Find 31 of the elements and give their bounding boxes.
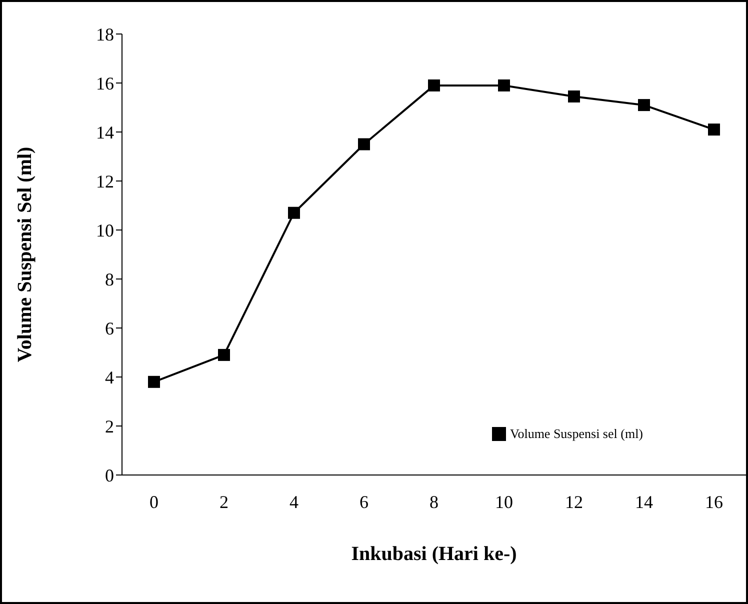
point [638,99,650,112]
y-tick-label: 4 [105,367,114,388]
x-tick-label: 12 [565,492,583,512]
x-tick-label: 8 [430,492,438,512]
legend-label: Volume Suspensi sel (ml) [510,426,644,441]
y-tick-label: 6 [105,318,114,338]
y-tick-label: 16 [96,73,114,94]
x-tick-label: 0 [150,492,158,512]
x-axis-title: Inkubasi (Hari ke-) [351,543,517,565]
y-tick-label: 0 [105,465,114,486]
x-tick-label: 14 [635,492,653,512]
point [708,124,720,136]
x-tick-label: 6 [360,492,368,512]
point [148,376,160,388]
y-tick-label: 2 [105,416,114,436]
y-tick-label: 12 [96,171,114,192]
y-tick-label: 14 [96,122,114,142]
y-tick-label: 10 [96,220,114,240]
point [568,90,580,102]
x-tick-label: 10 [495,492,513,512]
y-tick-label: 18 [96,24,114,44]
y-axis-title: Volume Suspensi Sel (ml) [14,146,36,362]
x-tick-label: 4 [290,492,298,512]
point [288,206,300,219]
point [218,348,230,361]
x-tick-label: 2 [220,492,228,512]
y-tick-label: 8 [105,269,114,290]
point [358,138,370,150]
point [428,79,440,92]
x-tick-label: 16 [705,492,723,512]
point [498,79,510,92]
